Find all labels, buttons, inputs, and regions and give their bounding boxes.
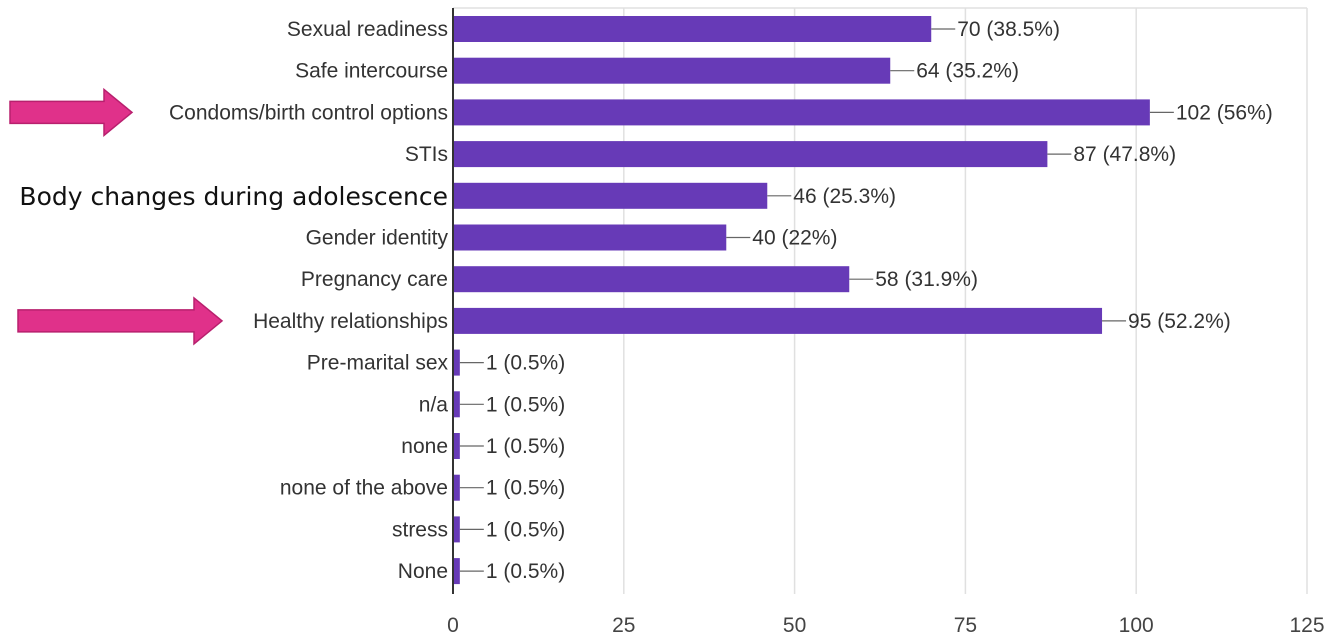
category-label-pre-marital-sex: Pre-marital sex — [307, 352, 449, 375]
arrow-healthy-relationships — [17, 296, 224, 346]
value-label-stress: 1 (0.5%) — [486, 518, 565, 541]
category-label-body-changes-during-adolescence: Body changes during adolescence — [19, 182, 448, 211]
value-label-gender-identity: 40 (22%) — [752, 227, 837, 250]
value-label-n-a: 1 (0.5%) — [486, 393, 565, 416]
category-label-healthy-relationships: Healthy relationships — [253, 310, 448, 333]
value-label-healthy-relationships: 95 (52.2%) — [1128, 310, 1231, 333]
bar-none — [453, 558, 460, 585]
bar-healthy-relationships — [453, 307, 1103, 334]
category-label-stress: stress — [392, 518, 448, 541]
x-tick-label-0: 0 — [447, 614, 459, 637]
category-label-safe-intercourse: Safe intercourse — [295, 60, 448, 83]
value-label-none-of-the-above: 1 (0.5%) — [486, 477, 565, 500]
value-label-stis: 87 (47.8%) — [1073, 143, 1176, 166]
value-label-sexual-readiness: 70 (38.5%) — [957, 18, 1060, 41]
bar-safe-intercourse — [453, 57, 891, 84]
category-label-stis: STIs — [405, 143, 448, 166]
x-tick-label-75: 75 — [954, 614, 977, 637]
category-label-sexual-readiness: Sexual readiness — [287, 18, 448, 41]
category-label-n-a: n/a — [419, 393, 449, 416]
bar-gender-identity — [453, 224, 727, 251]
bar-n-a — [453, 391, 460, 418]
x-tick-label-125: 125 — [1289, 614, 1324, 637]
value-label-body-changes-during-adolescence: 46 (25.3%) — [793, 185, 896, 208]
bar-pre-marital-sex — [453, 349, 460, 376]
bar-condoms-birth-control-options — [453, 99, 1150, 126]
value-label-pre-marital-sex: 1 (0.5%) — [486, 352, 565, 375]
x-tick-label-50: 50 — [783, 614, 806, 637]
bar-none — [453, 433, 460, 459]
value-label-pregnancy-care: 58 (31.9%) — [875, 268, 978, 291]
x-tick-label-25: 25 — [612, 614, 635, 637]
bar-pregnancy-care — [453, 266, 850, 293]
bar-none-of-the-above — [453, 474, 460, 501]
category-label-none: none — [401, 435, 448, 458]
bar-stis — [453, 141, 1048, 168]
category-label-pregnancy-care: Pregnancy care — [301, 268, 448, 291]
category-label-gender-identity: Gender identity — [306, 227, 449, 250]
bar-body-changes-during-adolescence — [453, 182, 768, 209]
value-label-none: 1 (0.5%) — [486, 560, 565, 583]
value-label-condoms-birth-control-options: 102 (56%) — [1176, 101, 1273, 124]
category-label-none-of-the-above: none of the above — [280, 477, 448, 500]
arrow-condoms-birth-control-options — [9, 87, 134, 137]
bar-sexual-readiness — [453, 16, 932, 42]
x-tick-label-100: 100 — [1119, 614, 1154, 637]
value-label-none: 1 (0.5%) — [486, 435, 565, 458]
category-label-none: None — [398, 560, 448, 583]
category-label-condoms-birth-control-options: Condoms/birth control options — [169, 101, 448, 124]
value-label-safe-intercourse: 64 (35.2%) — [916, 60, 1019, 83]
bar-stress — [453, 516, 460, 543]
